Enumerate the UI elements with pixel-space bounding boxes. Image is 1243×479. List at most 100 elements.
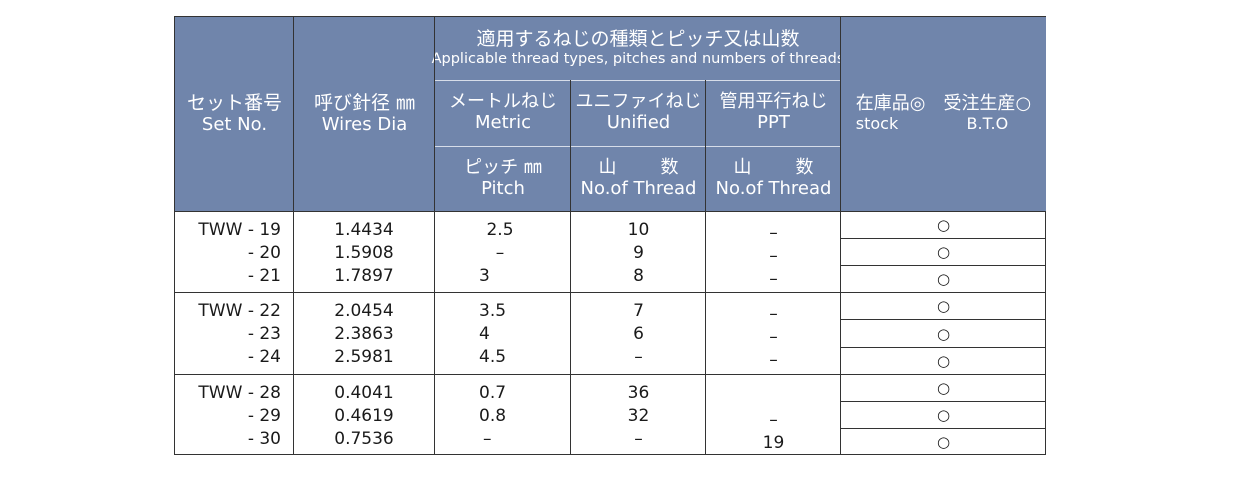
availability-mark: ○ [936, 324, 951, 343]
table-row-dia: 0.4041 0.4619 0.7536 [294, 382, 434, 451]
availability-mark: ○ [936, 243, 951, 261]
header-thread-group-en: Applicable thread types, pitches and num… [431, 51, 845, 68]
wire-dia: 2.3863 [334, 324, 394, 344]
availability-mark: ○ [936, 379, 951, 397]
header-stock-jp: 在庫品◎ [855, 93, 926, 115]
header-set-no-jp: セット番号 [186, 91, 282, 114]
table-row-set-no: TWW - 19 - 20 - 21 [179, 219, 281, 288]
ppt-threads: 19 [762, 433, 785, 453]
ppt-threads: – [769, 350, 778, 370]
header-thread-jp: 山 数 [598, 156, 679, 179]
wire-dia: 0.7536 [334, 429, 394, 449]
header-no-of-thread: 山 数 No.of Thread [571, 146, 706, 211]
unified-threads: 9 [633, 243, 644, 263]
header-ppt-thread-jp: 山 数 [733, 156, 814, 179]
table-row-pitch: 3.5 4 4.5 [479, 300, 559, 369]
unified-threads: – [634, 429, 643, 449]
header-rule [435, 146, 841, 147]
header-thread-group: 適用するねじの種類とピッチ又は山数 Applicable thread type… [432, 17, 844, 80]
set-no: - 20 [247, 243, 281, 263]
header-bto-en: B.T.O [966, 114, 1009, 134]
header-metric: メートルねじ Metric [435, 80, 571, 146]
unified-threads: 6 [633, 324, 644, 344]
metric-pitch: 0.8 [479, 406, 507, 426]
header-stock-en: stock [855, 114, 899, 134]
header-bto-jp: 受注生産○ [943, 93, 1032, 115]
header-pitch: ピッチ ㎜ Pitch [435, 146, 571, 211]
wire-dia: 2.0454 [334, 301, 394, 321]
metric-pitch: 0.7 [479, 383, 507, 403]
header-ppt-en: PPT [757, 112, 790, 133]
table-row-pitch: 2.5 – 3 [455, 219, 545, 288]
stock-row-separator [841, 428, 1046, 429]
metric-pitch: 2.5 [486, 220, 514, 240]
header-bto: 受注生産○ B.T.O [944, 94, 1032, 133]
availability-mark: ○ [936, 352, 951, 370]
unified-threads: 8 [633, 266, 644, 286]
ppt-threads: – [769, 223, 778, 243]
set-no: TWW - 28 [198, 383, 281, 403]
set-no: - 30 [247, 429, 281, 449]
ppt-threads: – [769, 246, 778, 266]
wire-dia: 1.5908 [334, 243, 394, 263]
availability-mark: ○ [936, 297, 951, 315]
table-row-dia: 1.4434 1.5908 1.7897 [294, 219, 434, 288]
metric-pitch: 4 [479, 324, 490, 344]
header-stock-bto: 在庫品◎ stock 受注生産○ B.T.O [841, 17, 1046, 211]
set-no: TWW - 22 [198, 301, 281, 321]
header-ppt-thread-jp-b: 数 [795, 156, 814, 178]
header-thread-jp-b: 数 [660, 156, 679, 178]
metric-pitch: – [495, 243, 505, 263]
unified-threads: 10 [627, 220, 650, 240]
metric-pitch: 3.5 [479, 301, 507, 321]
header-thread-jp-a: 山 [598, 156, 617, 178]
header-unified-en: Unified [606, 112, 671, 133]
table-row-set-no: TWW - 28 - 29 - 30 [179, 382, 281, 451]
set-no: - 21 [247, 266, 281, 286]
wire-dia: 1.4434 [334, 220, 394, 240]
header-rule [435, 80, 841, 81]
unified-threads: – [634, 347, 643, 367]
thread-wire-table: セット番号 Set No. 呼び針径 ㎜ Wires Dia 適用するねじの種類… [174, 16, 1046, 455]
stock-row-separator [841, 347, 1046, 348]
set-no: TWW - 19 [198, 220, 281, 240]
header-ppt-no-of-thread: 山 数 No.of Thread [706, 146, 841, 211]
header-wires-dia: 呼び針径 ㎜ Wires Dia [294, 17, 435, 211]
header-stock: 在庫品◎ stock [856, 94, 926, 133]
table-row-dia: 2.0454 2.3863 2.5981 [294, 300, 434, 369]
header-set-no-en: Set No. [201, 113, 268, 135]
table-row-ppt: – – – [706, 303, 841, 372]
header-ppt: 管用平行ねじ PPT [706, 80, 841, 146]
wire-dia: 1.7897 [334, 266, 394, 286]
wire-dia: 0.4041 [334, 383, 394, 403]
column-divider [705, 80, 706, 454]
group-separator [175, 374, 1045, 375]
header-set-no: セット番号 Set No. [175, 17, 294, 211]
availability-mark: ○ [936, 432, 951, 451]
availability-mark: ○ [936, 216, 951, 234]
header-thread-en: No.of Thread [580, 177, 697, 199]
ppt-threads: – [769, 269, 778, 289]
table-row-pitch: 0.7 0.8 – [479, 382, 559, 451]
column-divider [293, 17, 294, 454]
header-thread-group-jp: 適用するねじの種類とピッチ又は山数 [476, 28, 800, 51]
header-unified-jp: ユニファイねじ [575, 91, 702, 113]
ppt-threads: – [769, 327, 778, 347]
metric-pitch: 4.5 [479, 347, 507, 367]
header-bottom-rule [175, 211, 1045, 212]
header-ppt-jp: 管用平行ねじ [719, 91, 828, 113]
table-row-ppt: – 19 [706, 382, 841, 455]
header-wires-en: Wires Dia [321, 113, 408, 135]
metric-pitch: 3 [479, 266, 490, 286]
header-ppt-thread-jp-a: 山 [733, 156, 752, 178]
ppt-threads [706, 382, 841, 405]
table-row-set-no: TWW - 22 - 23 - 24 [179, 300, 281, 369]
header-ppt-thread-en: No.of Thread [715, 177, 832, 199]
unified-threads: 7 [633, 301, 644, 321]
set-no: - 24 [247, 347, 281, 367]
unified-threads: 36 [627, 383, 650, 403]
ppt-threads: – [769, 410, 778, 430]
column-divider [570, 80, 571, 454]
table-row-unified: 7 6 – [571, 300, 706, 369]
table-row-unified: 10 9 8 [571, 219, 706, 288]
